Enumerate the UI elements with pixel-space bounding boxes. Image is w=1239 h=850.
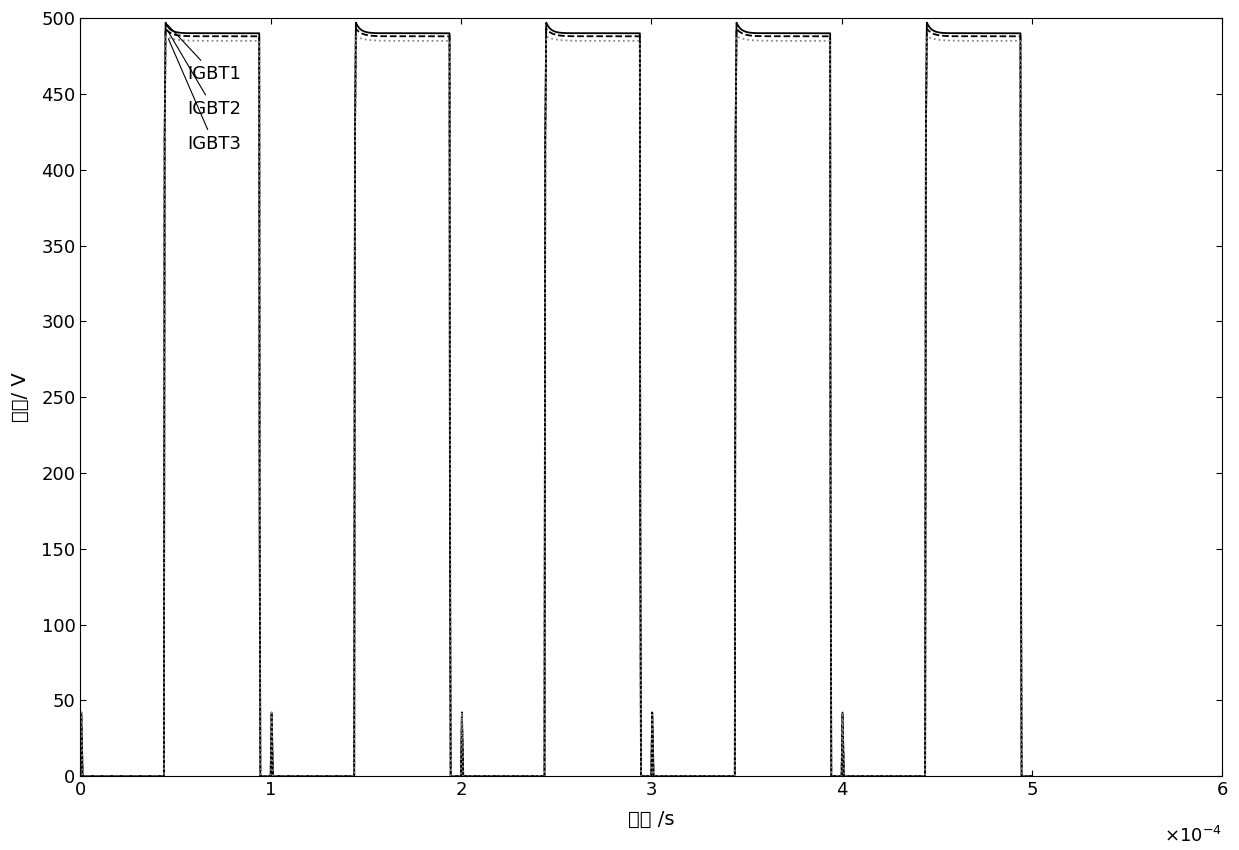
Line: IGBT1: IGBT1 <box>81 23 1032 776</box>
IGBT2 <box>1025 771 1040 781</box>
Y-axis label: 电压/ V: 电压/ V <box>11 372 30 422</box>
IGBT1 <box>369 28 384 38</box>
IGBT1 <box>549 26 564 37</box>
IGBT2 <box>743 31 758 41</box>
IGBT2 <box>731 26 746 36</box>
IGBT2 <box>374 31 389 42</box>
IGBT3 <box>159 31 173 42</box>
IGBT2 <box>159 24 173 34</box>
Line: IGBT2: IGBT2 <box>81 29 1032 776</box>
IGBT1 <box>159 18 173 28</box>
IGBT1 <box>646 771 660 781</box>
IGBT1 <box>1014 513 1028 524</box>
IGBT3 <box>1025 771 1040 781</box>
Text: IGBT2: IGBT2 <box>169 31 240 118</box>
Line: IGBT3: IGBT3 <box>81 37 1032 776</box>
IGBT2 <box>551 31 566 41</box>
Text: $\times10^{-4}$: $\times10^{-4}$ <box>1165 825 1222 846</box>
IGBT1 <box>730 20 745 30</box>
IGBT1 <box>741 27 756 37</box>
IGBT3 <box>646 771 660 781</box>
IGBT3 <box>750 36 764 46</box>
IGBT3 <box>1014 293 1028 303</box>
IGBT3 <box>383 36 398 46</box>
IGBT2 <box>1014 468 1028 478</box>
IGBT3 <box>555 35 570 45</box>
Text: IGBT1: IGBT1 <box>167 25 240 83</box>
IGBT1 <box>73 771 88 781</box>
IGBT3 <box>73 771 88 781</box>
Text: IGBT3: IGBT3 <box>169 39 240 153</box>
IGBT2 <box>646 771 660 781</box>
IGBT2 <box>73 771 88 781</box>
IGBT1 <box>1025 771 1040 781</box>
IGBT3 <box>731 32 746 42</box>
X-axis label: 时间 /s: 时间 /s <box>628 810 674 830</box>
